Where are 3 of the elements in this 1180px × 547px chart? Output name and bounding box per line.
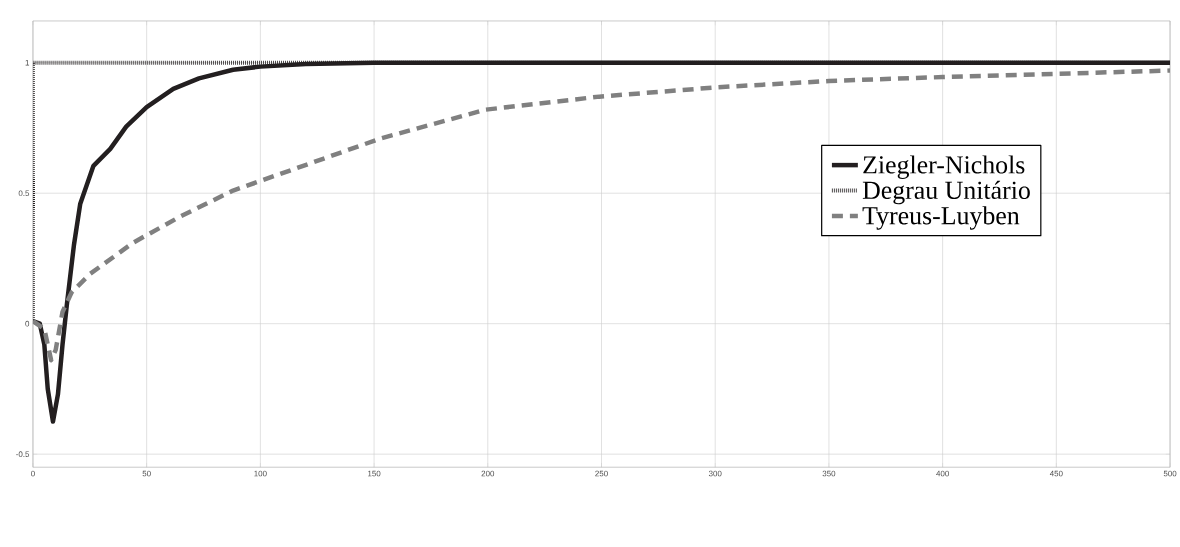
legend-label: Ziegler-Nichols	[863, 155, 1025, 179]
legend-label: Tyreus-Luyben	[862, 206, 1020, 230]
legend-label: Degrau Unitário	[862, 180, 1030, 205]
